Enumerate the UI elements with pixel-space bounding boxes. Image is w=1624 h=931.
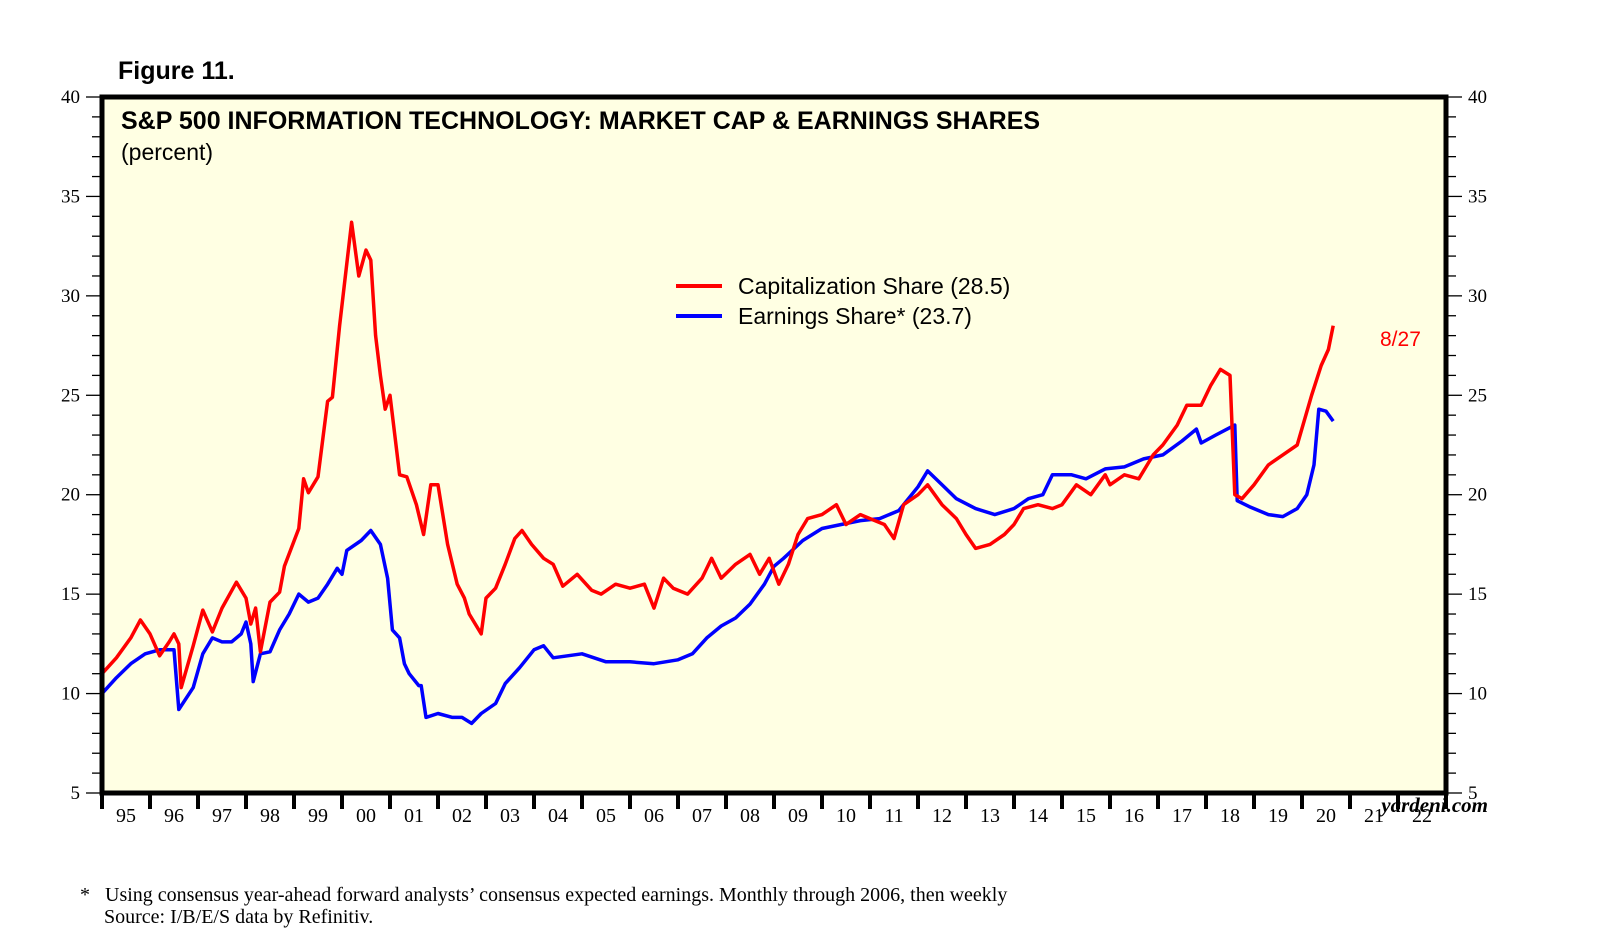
x-tick-label: 20 (1316, 805, 1336, 827)
source-note: Source: I/B/E/S data by Refinitiv. (104, 906, 374, 928)
figure-label: Figure 11. (118, 57, 235, 85)
x-tick-label: 04 (548, 805, 568, 827)
y-tick-label: 15 (61, 584, 80, 605)
y-tick-label: 10 (61, 684, 80, 705)
x-tick-label: 19 (1268, 805, 1288, 827)
x-tick-label: 21 (1364, 805, 1384, 827)
y-tick-label-right: 10 (1468, 684, 1487, 705)
y-tick-label-right: 15 (1468, 584, 1487, 605)
x-tick-label: 09 (788, 805, 808, 827)
x-tick-label: 16 (1124, 805, 1144, 827)
y-axis-left: 40 35 30 25 20 15 10 5 (61, 87, 102, 804)
x-tick-label: 06 (644, 805, 664, 827)
x-tick-label: 17 (1172, 805, 1192, 827)
x-tick-label: 99 (308, 805, 328, 827)
x-tick-label: 12 (932, 805, 952, 827)
x-tick-label: 18 (1220, 805, 1240, 827)
x-axis: 95 96 97 98 99 00 01 02 03 04 05 06 07 08 09 10 11 12 13 14… (100, 793, 1448, 827)
x-tick-label: 13 (980, 805, 1000, 827)
x-tick-label: 08 (740, 805, 760, 827)
annotation-last-date: 8/27 (1380, 328, 1421, 351)
series-line-capitalization-share (100, 220, 1335, 690)
chart-title: S&P 500 INFORMATION TECHNOLOGY: MARKET C… (121, 107, 1040, 135)
x-tick-label: 15 (1076, 805, 1096, 827)
y-tick-label-right: 25 (1468, 385, 1487, 406)
footnote: * Using consensus year-ahead forward ana… (80, 884, 1007, 906)
x-tick-label: 98 (260, 805, 280, 827)
series-layer (100, 220, 1335, 726)
y-tick-label: 20 (61, 485, 80, 506)
x-tick-label: 03 (500, 805, 520, 827)
footnote-text: Using consensus year-ahead forward analy… (105, 884, 1008, 906)
y-tick-label-right: 30 (1468, 286, 1487, 307)
series-line-earnings-share (100, 407, 1335, 726)
y-tick-label: 25 (61, 385, 80, 406)
plot-area (102, 97, 1446, 793)
x-tick-label: 22 (1412, 805, 1432, 827)
x-tick-label: 00 (356, 805, 376, 827)
legend: Capitalization Share (28.5) Earnings Sha… (676, 273, 1010, 329)
x-tick-label: 14 (1028, 805, 1048, 827)
chart-subtitle: (percent) (121, 139, 213, 165)
legend-label-earnings: Earnings Share* (23.7) (738, 303, 972, 329)
x-tick-label: 07 (692, 805, 712, 827)
y-axis-right: 40 35 30 25 20 15 10 5 (1446, 87, 1487, 804)
y-tick-label: 30 (61, 286, 80, 307)
x-tick-label: 01 (404, 805, 424, 827)
x-tick-label: 95 (116, 805, 136, 827)
legend-label-capitalization: Capitalization Share (28.5) (738, 273, 1010, 299)
y-tick-label: 5 (71, 783, 81, 804)
credit-watermark: yardeni.com (1378, 793, 1488, 817)
y-tick-label-right: 35 (1468, 186, 1487, 207)
footnote-marker: * (80, 884, 90, 906)
plot-frame (99, 94, 1449, 796)
y-tick-label-right: 40 (1468, 87, 1487, 108)
y-tick-label-right: 20 (1468, 485, 1487, 506)
x-tick-label: 11 (884, 805, 903, 827)
y-tick-label-right: 5 (1468, 783, 1478, 804)
x-tick-label: 05 (596, 805, 616, 827)
x-tick-label: 02 (452, 805, 472, 827)
x-tick-label: 10 (836, 805, 856, 827)
x-tick-label: 97 (212, 805, 232, 827)
y-tick-label: 35 (61, 186, 80, 207)
y-tick-label: 40 (61, 87, 80, 108)
x-tick-label: 96 (164, 805, 184, 827)
